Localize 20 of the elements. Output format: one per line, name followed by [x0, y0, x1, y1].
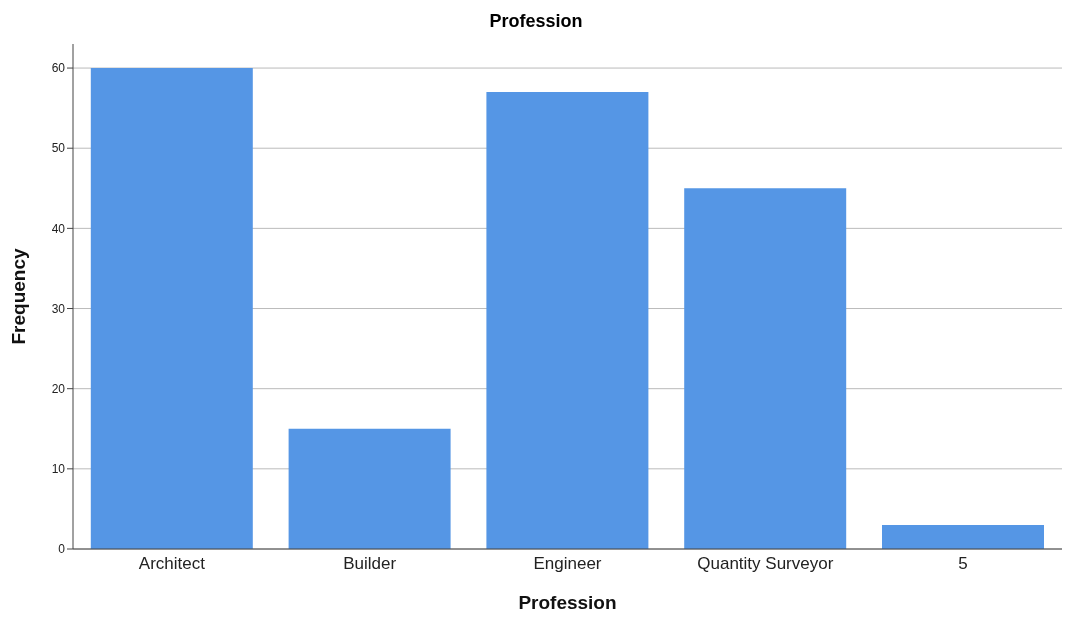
y-tick-label: 50 [51, 141, 66, 156]
y-axis-title: Frequency [7, 248, 29, 345]
bar [486, 92, 649, 549]
y-tick-label: 20 [51, 381, 66, 396]
x-tick-label: Engineer [533, 554, 602, 574]
x-tick-label: Quantity Surveyor [697, 554, 834, 574]
x-tick-label: Architect [138, 554, 206, 574]
bar [288, 428, 451, 549]
x-tick-label: Builder [343, 554, 397, 574]
x-axis-title: Profession [518, 592, 617, 613]
x-tick-label: 5 [958, 554, 968, 574]
chart-title: Profession [488, 10, 584, 33]
y-tick-label: 30 [51, 301, 66, 316]
bar [90, 68, 253, 549]
y-tick-label: 0 [58, 542, 66, 557]
bar [882, 524, 1044, 549]
bar [684, 188, 847, 549]
y-tick-label: 40 [51, 221, 66, 236]
y-tick-label: 60 [51, 61, 66, 76]
y-tick-label: 10 [51, 462, 66, 477]
